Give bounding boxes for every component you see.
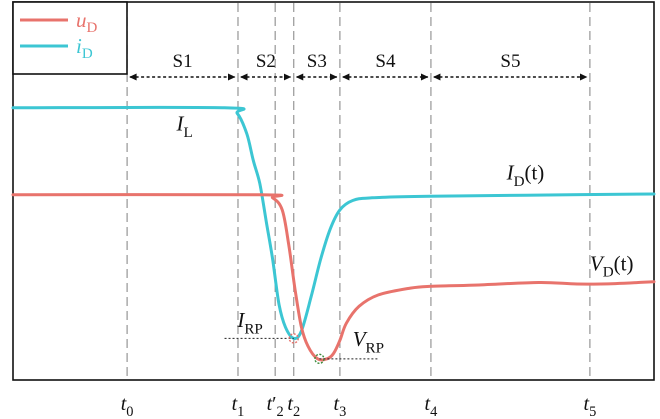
marker-i-rp bbox=[288, 333, 299, 344]
curve-annotations: IL ID(t) VD(t) IRP VRP bbox=[175, 112, 633, 357]
stage-label-s4: S4 bbox=[375, 51, 396, 72]
tick-label-t2: t2 bbox=[287, 393, 300, 419]
stage-label-s1: S1 bbox=[173, 51, 193, 72]
annotation-v-rp: VRP bbox=[353, 327, 384, 356]
stage-label-s5: S5 bbox=[500, 51, 520, 72]
tick-label-t3: t3 bbox=[334, 393, 347, 419]
legend-label-id: iD bbox=[76, 34, 93, 62]
legend-box bbox=[12, 1, 128, 75]
annotation-i-d: ID(t) bbox=[506, 161, 545, 190]
tick-label-t4: t4 bbox=[425, 393, 438, 419]
annotation-v-d: VD(t) bbox=[590, 251, 634, 280]
stage-arrows: S1 S2 S3 S4 S5 bbox=[129, 51, 588, 81]
tick-label-t5: t5 bbox=[584, 393, 597, 419]
tick-label-t1: t1 bbox=[232, 393, 245, 419]
series-line-i-d bbox=[11, 105, 656, 341]
annotation-i-l: IL bbox=[175, 112, 192, 141]
tick-label-t0: t0 bbox=[121, 393, 134, 419]
point-markers bbox=[224, 333, 379, 365]
time-tick-labels: t0 t1 t′2 t2 t3 t4 t5 bbox=[121, 393, 597, 419]
stage-label-s3: S3 bbox=[307, 51, 327, 72]
legend-label-ud: uD bbox=[76, 8, 98, 36]
tick-label-t2-prime: t′2 bbox=[267, 393, 284, 419]
series-line-u-d bbox=[11, 193, 656, 362]
marker-v-rp bbox=[314, 353, 325, 365]
series-lines bbox=[11, 105, 656, 362]
stage-label-s2: S2 bbox=[256, 51, 276, 72]
annotation-i-rp: IRP bbox=[236, 308, 262, 337]
